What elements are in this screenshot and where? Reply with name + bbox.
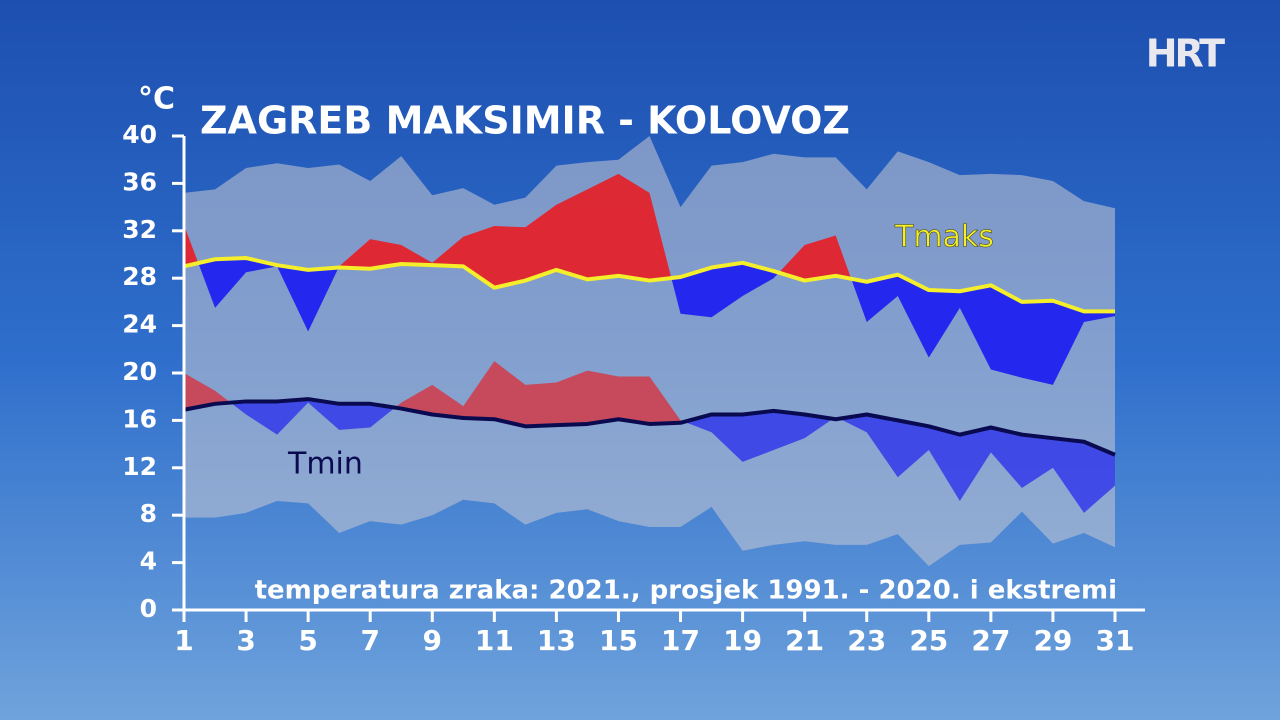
series-label: Tmaks bbox=[894, 220, 994, 255]
y-tick-label: 12 bbox=[122, 452, 157, 481]
x-tick-label: 1 bbox=[174, 624, 193, 657]
y-tick-label: 20 bbox=[122, 357, 157, 386]
y-tick-label: 40 bbox=[122, 120, 157, 149]
logo: HRT bbox=[1146, 32, 1225, 76]
y-tick-label: 24 bbox=[122, 310, 157, 339]
x-tick-label: 23 bbox=[847, 624, 886, 657]
x-tick-label: 29 bbox=[1033, 624, 1072, 657]
extreme-band bbox=[184, 136, 1115, 567]
y-tick-label: 16 bbox=[122, 404, 157, 433]
x-tick-label: 27 bbox=[971, 624, 1010, 657]
y-tick-label: 0 bbox=[140, 594, 157, 623]
average-line bbox=[183, 256, 1115, 314]
y-tick-label: 32 bbox=[122, 215, 157, 244]
average-line bbox=[183, 397, 1116, 457]
x-tick-label: 9 bbox=[423, 624, 442, 657]
chart-title: ZAGREB MAKSIMIR - KOLOVOZ bbox=[200, 99, 850, 143]
y-tick-label: 4 bbox=[140, 547, 157, 576]
x-tick-label: 5 bbox=[298, 624, 317, 657]
y-axis-label: °C bbox=[138, 82, 175, 117]
x-tick-label: 13 bbox=[537, 624, 576, 657]
y-tick-label: 36 bbox=[122, 167, 157, 196]
x-tick-label: 11 bbox=[475, 624, 514, 657]
series-label: Tmin bbox=[287, 447, 363, 482]
x-tick-label: 15 bbox=[599, 624, 638, 657]
y-tick-label: 8 bbox=[140, 499, 157, 528]
x-tick-label: 25 bbox=[909, 624, 948, 657]
x-tick-label: 7 bbox=[360, 624, 379, 657]
chart-subtitle: temperatura zraka: 2021., prosjek 1991. … bbox=[255, 576, 1117, 606]
x-tick-label: 21 bbox=[785, 624, 824, 657]
x-tick-label: 17 bbox=[661, 624, 700, 657]
anomaly-above bbox=[184, 361, 1115, 455]
x-tick-label: 3 bbox=[236, 624, 255, 657]
x-tick-label: 19 bbox=[723, 624, 762, 657]
y-tick-label: 28 bbox=[122, 262, 157, 291]
x-tick-label: 31 bbox=[1096, 624, 1135, 657]
